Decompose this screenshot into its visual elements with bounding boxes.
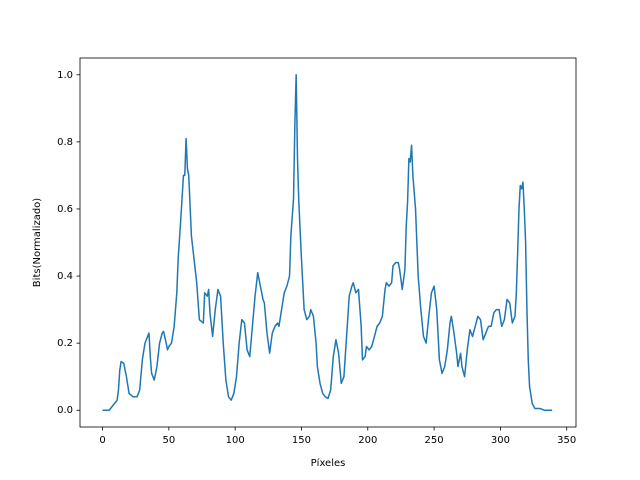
y-tick-label: 0.2 <box>57 338 73 349</box>
x-tick-label: 50 <box>162 435 175 446</box>
axes-frame <box>79 57 577 428</box>
x-axis-label: Píxeles <box>311 457 346 469</box>
x-tick-label: 200 <box>358 435 377 446</box>
y-tick-label: 0.0 <box>57 405 73 416</box>
x-tick-label: 150 <box>292 435 311 446</box>
line-series <box>102 74 553 411</box>
x-tick-label: 350 <box>557 435 576 446</box>
x-tick-label: 100 <box>226 435 245 446</box>
x-tick-label: 250 <box>425 435 444 446</box>
y-tick-label: 1.0 <box>57 70 73 81</box>
y-tick-label: 0.4 <box>57 271 73 282</box>
y-axis-label: Bits(Normalizado) <box>32 198 43 287</box>
x-tick-label: 300 <box>491 435 510 446</box>
x-tick-label: 0 <box>99 435 105 446</box>
y-tick-label: 0.6 <box>57 204 73 215</box>
y-tick-label: 0.8 <box>57 137 73 148</box>
